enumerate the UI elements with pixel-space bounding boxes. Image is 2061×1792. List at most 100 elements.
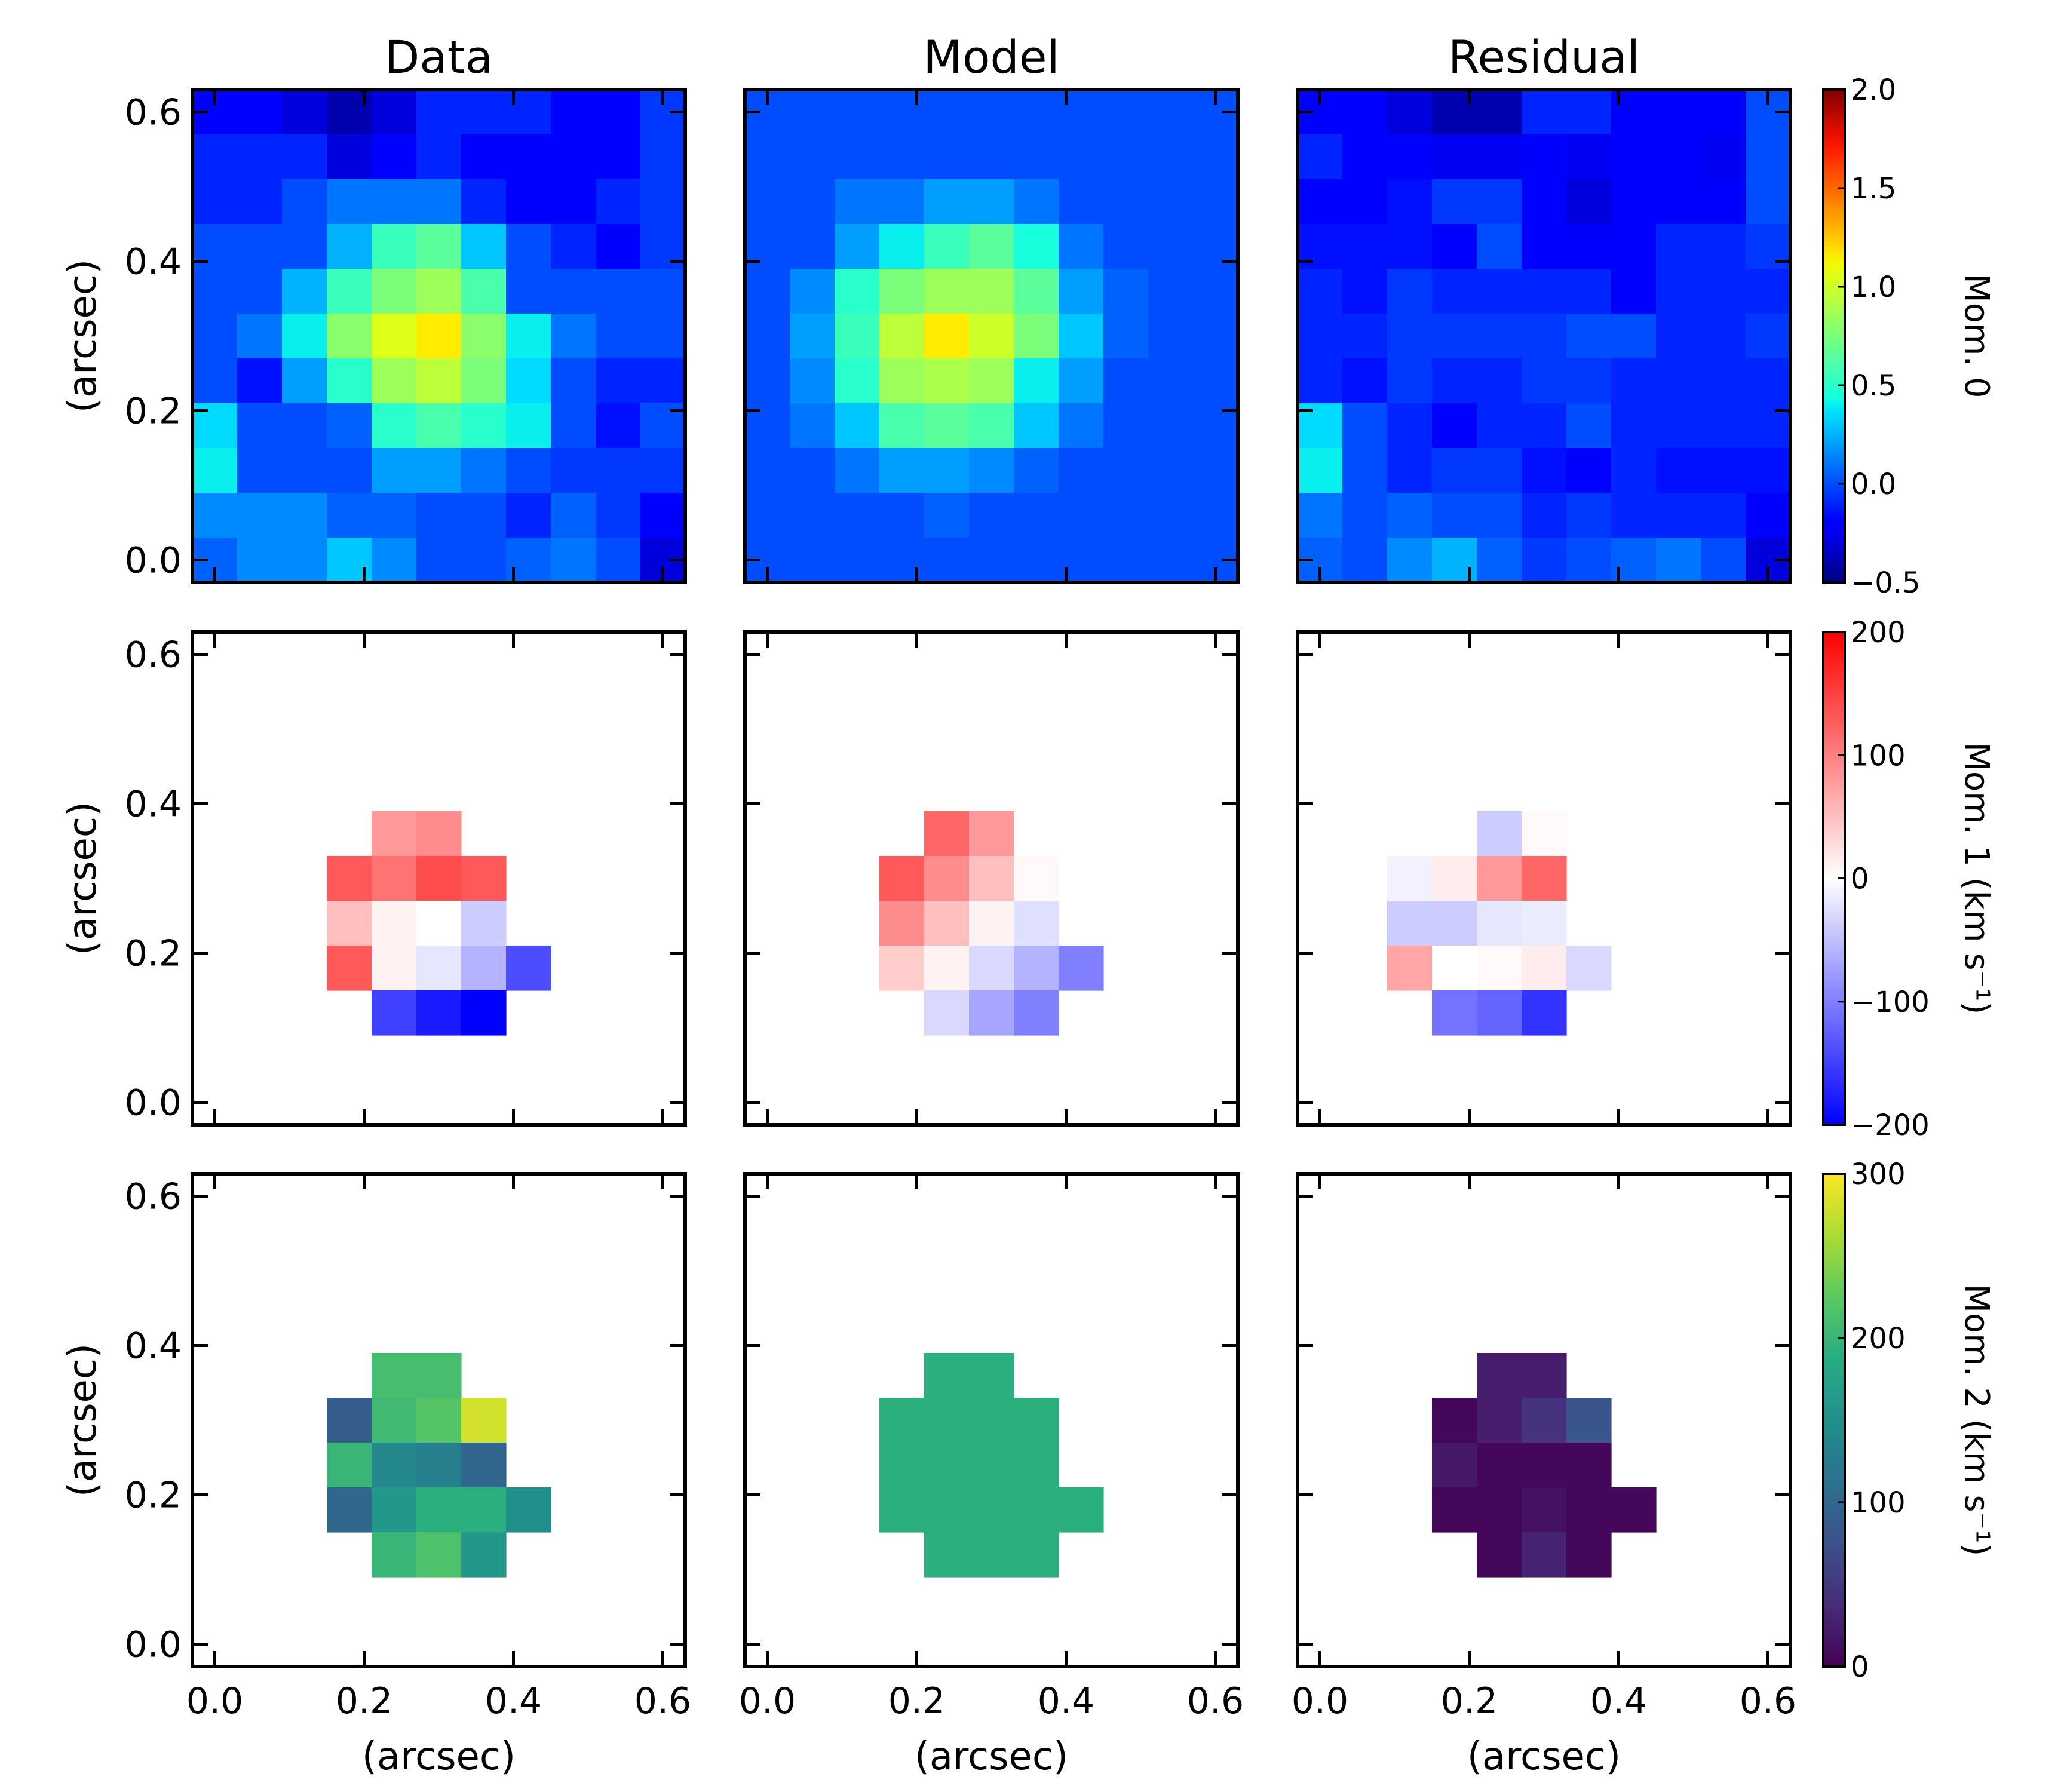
heatmap-cell bbox=[969, 90, 1014, 135]
heatmap-cell bbox=[1103, 224, 1149, 269]
heatmap-cell bbox=[1611, 269, 1657, 314]
heatmap-cell bbox=[1701, 269, 1746, 314]
heatmap-cell bbox=[1059, 179, 1104, 225]
heatmap-cell bbox=[1656, 358, 1701, 404]
heatmap-cell bbox=[596, 269, 641, 314]
heatmap-cell bbox=[1566, 224, 1612, 269]
heatmap-cell bbox=[640, 358, 686, 404]
heatmap-cell bbox=[1522, 269, 1567, 314]
heatmap-cell bbox=[596, 90, 641, 135]
heatmap-cell bbox=[969, 901, 1014, 946]
heatmap-cell bbox=[1611, 493, 1657, 538]
heatmap-cell bbox=[1193, 134, 1238, 180]
colorbar-label: Mom. 0 bbox=[1957, 274, 1996, 398]
heatmap-cell bbox=[1103, 448, 1149, 493]
heatmap-cell bbox=[416, 314, 462, 359]
heatmap-cell bbox=[1611, 134, 1657, 180]
heatmap-cell bbox=[1432, 224, 1477, 269]
heatmap-cell bbox=[1193, 179, 1238, 225]
heatmap-cell bbox=[969, 134, 1014, 180]
heatmap-cell bbox=[372, 269, 417, 314]
heatmap-cell bbox=[790, 90, 835, 135]
heatmap-cell bbox=[416, 946, 462, 991]
heatmap-cell bbox=[416, 403, 462, 449]
heatmap-cell bbox=[879, 403, 925, 449]
heatmap-cell bbox=[835, 179, 880, 225]
heatmap-cell bbox=[1342, 358, 1388, 404]
x-axis-label: (arcsec) bbox=[915, 1735, 1068, 1779]
heatmap-cell bbox=[506, 134, 551, 180]
heatmap-cell bbox=[1059, 493, 1104, 538]
heatmap-cell bbox=[969, 946, 1014, 991]
heatmap-cell bbox=[1103, 179, 1149, 225]
heatmap-cell bbox=[969, 856, 1014, 901]
heatmap-cell bbox=[1477, 811, 1522, 857]
heatmap-cell bbox=[1477, 538, 1522, 583]
heatmap-cell bbox=[416, 134, 462, 180]
colorbar-tick-label: −200 bbox=[1851, 1109, 1930, 1142]
heatmap-cell bbox=[835, 134, 880, 180]
heatmap-cell bbox=[596, 538, 641, 583]
heatmap-cell bbox=[1103, 314, 1149, 359]
heatmap-cell bbox=[461, 269, 507, 314]
heatmap-cell bbox=[1432, 269, 1477, 314]
heatmap-cell bbox=[461, 179, 507, 225]
heatmap-cell bbox=[1014, 358, 1059, 404]
heatmap-cell bbox=[924, 856, 970, 901]
heatmap-cell bbox=[1298, 134, 1343, 180]
heatmap-cell bbox=[924, 90, 970, 135]
heatmap-cell bbox=[551, 314, 596, 359]
heatmap-cell bbox=[1477, 269, 1522, 314]
x-axis-label: (arcsec) bbox=[1467, 1735, 1621, 1779]
x-tick-label: 0.6 bbox=[1187, 1680, 1244, 1722]
heatmap-cell bbox=[1522, 1443, 1567, 1488]
heatmap-cell bbox=[1656, 448, 1701, 493]
colorbar-tick-label: 200 bbox=[1851, 1322, 1906, 1355]
heatmap-cell bbox=[790, 269, 835, 314]
heatmap-cell bbox=[879, 314, 925, 359]
heatmap-cell bbox=[461, 990, 507, 1036]
heatmap-cell bbox=[924, 538, 970, 583]
heatmap-cell bbox=[1477, 1532, 1522, 1578]
heatmap-cell bbox=[1387, 358, 1433, 404]
colorbar-tick-label: 0.5 bbox=[1851, 369, 1896, 403]
heatmap-cell bbox=[835, 493, 880, 538]
heatmap-cell bbox=[640, 314, 686, 359]
colorbar-1: −200 −100 0 100 200 Mom. 1 (km s⁻¹) bbox=[1822, 616, 1996, 1142]
heatmap-cell bbox=[879, 901, 925, 946]
heatmap-cell bbox=[596, 224, 641, 269]
heatmap-cell bbox=[1014, 1532, 1059, 1578]
heatmap-cell bbox=[1477, 946, 1522, 991]
heatmap-cell bbox=[416, 1398, 462, 1443]
heatmap-cell bbox=[1566, 403, 1612, 449]
heatmap-cell bbox=[282, 134, 327, 180]
heatmap-cell bbox=[1059, 358, 1104, 404]
heatmap-cell bbox=[1611, 403, 1657, 449]
heatmap-cell bbox=[1701, 493, 1746, 538]
heatmap-cell bbox=[1656, 403, 1701, 449]
heatmap-cell bbox=[1148, 179, 1194, 225]
y-tick-label: 0.2 bbox=[125, 1475, 182, 1517]
heatmap-cell bbox=[969, 179, 1014, 225]
x-axis-label: (arcsec) bbox=[362, 1735, 516, 1779]
heatmap-cell bbox=[372, 901, 417, 946]
heatmap-cell bbox=[1387, 314, 1433, 359]
heatmap-cell bbox=[372, 493, 417, 538]
colorbar-label: Mom. 1 (km s⁻¹) bbox=[1957, 742, 1996, 1015]
heatmap-cell bbox=[969, 538, 1014, 583]
heatmap-cell bbox=[551, 358, 596, 404]
heatmap-cell bbox=[237, 314, 283, 359]
heatmap-cell bbox=[1342, 538, 1388, 583]
heatmap-cell bbox=[416, 1532, 462, 1578]
heatmap-cell bbox=[1477, 358, 1522, 404]
heatmap-cell bbox=[1103, 403, 1149, 449]
heatmap-cell bbox=[1566, 90, 1612, 135]
heatmap-cell bbox=[1477, 1353, 1522, 1398]
heatmap-cell bbox=[969, 448, 1014, 493]
heatmap-cell bbox=[1432, 358, 1477, 404]
heatmap-cell bbox=[1432, 990, 1477, 1036]
heatmap-cell bbox=[1148, 448, 1194, 493]
heatmap-cell bbox=[372, 1443, 417, 1488]
heatmap-cell bbox=[1566, 179, 1612, 225]
heatmap-cell bbox=[372, 538, 417, 583]
